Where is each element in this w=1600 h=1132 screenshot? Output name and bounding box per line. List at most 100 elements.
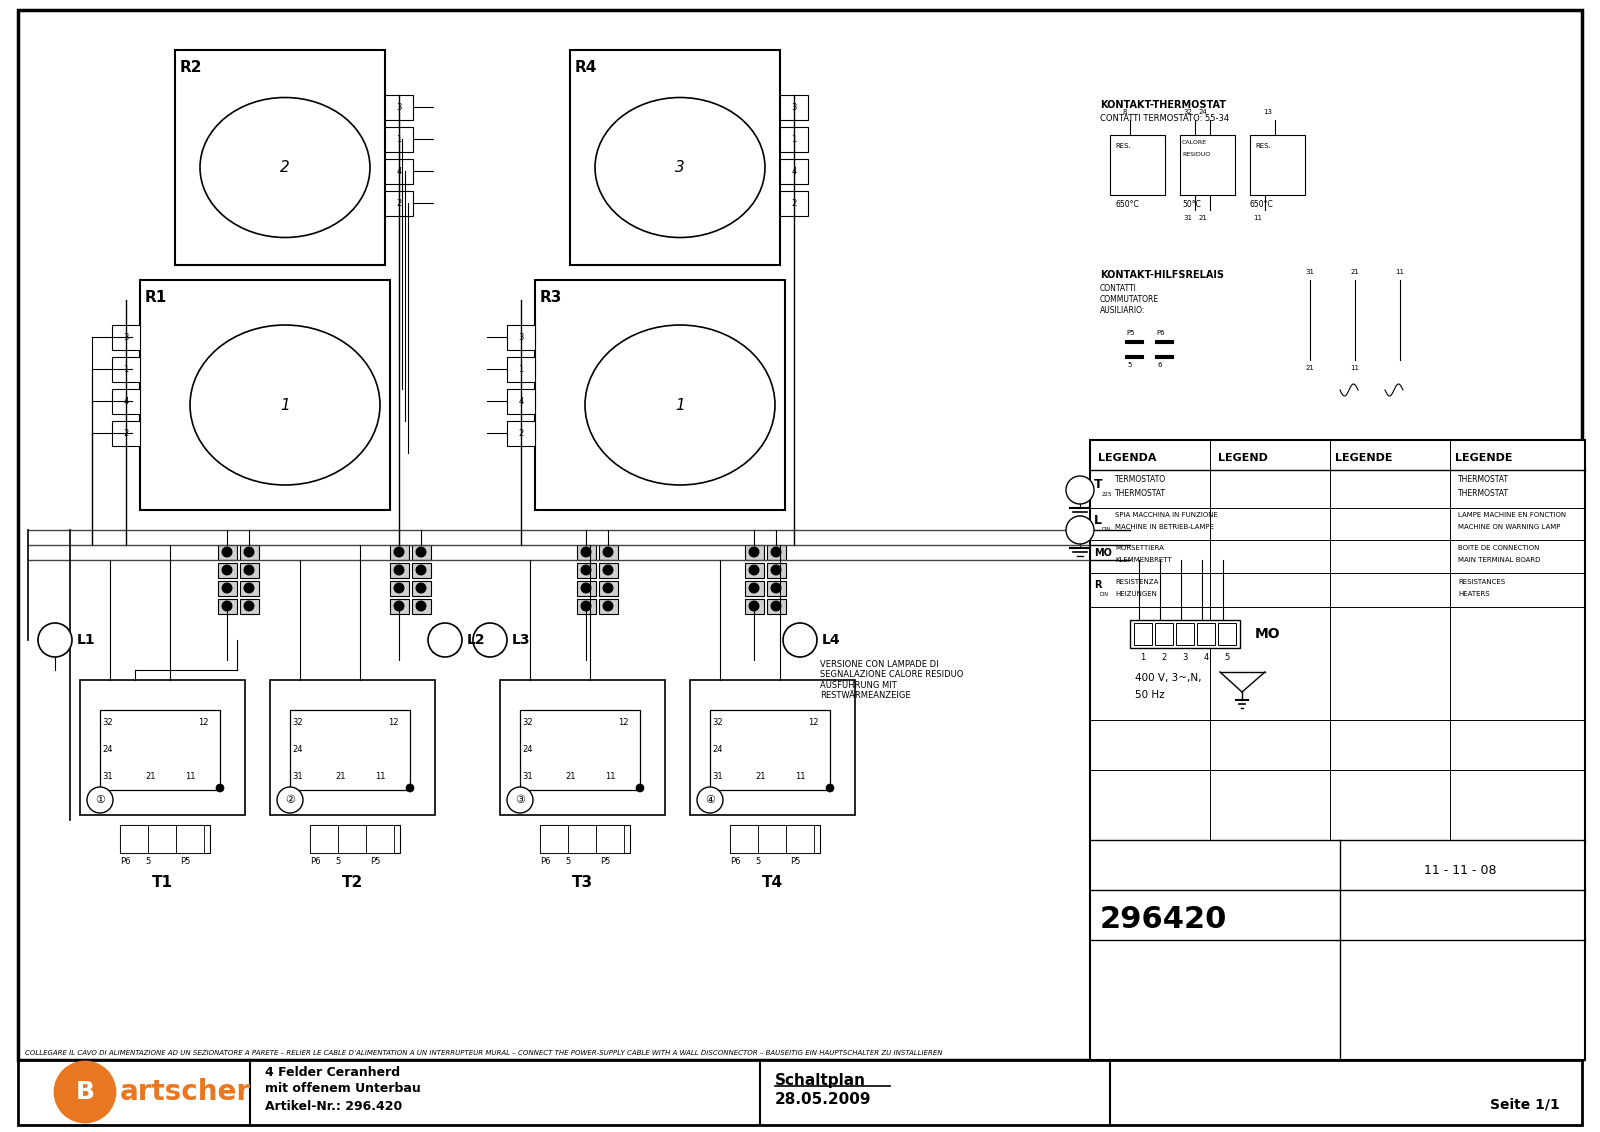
Circle shape: [416, 565, 426, 575]
Text: 21: 21: [146, 772, 155, 781]
Bar: [366, 825, 394, 854]
Circle shape: [416, 583, 426, 593]
Text: THERMOSTAT: THERMOSTAT: [1458, 475, 1509, 484]
Circle shape: [749, 601, 758, 611]
Bar: [386, 191, 413, 216]
Text: R2: R2: [179, 60, 203, 76]
Circle shape: [581, 547, 590, 557]
Bar: [120, 825, 210, 854]
Text: T2: T2: [341, 875, 363, 890]
Text: 1: 1: [675, 397, 685, 412]
Circle shape: [581, 565, 590, 575]
Bar: [1155, 623, 1173, 645]
Bar: [578, 544, 595, 560]
Circle shape: [216, 784, 224, 792]
Text: 31: 31: [712, 772, 723, 781]
Bar: [541, 825, 568, 854]
Text: CONTATTI: CONTATTI: [1101, 284, 1138, 293]
Circle shape: [394, 565, 403, 575]
Ellipse shape: [200, 97, 370, 238]
Text: P6: P6: [1155, 331, 1165, 336]
Bar: [290, 710, 410, 790]
Text: 21: 21: [1350, 269, 1360, 275]
Text: HEATERS: HEATERS: [1458, 591, 1490, 597]
Text: ③: ③: [515, 795, 525, 805]
Bar: [710, 710, 830, 790]
Text: KONTAKT-THERMOSTAT: KONTAKT-THERMOSTAT: [1101, 100, 1226, 110]
Circle shape: [581, 601, 590, 611]
Text: 11: 11: [1395, 269, 1405, 275]
Text: HEIZUNGEN: HEIZUNGEN: [1115, 591, 1157, 597]
Bar: [176, 825, 205, 854]
Bar: [310, 825, 400, 854]
Circle shape: [1066, 516, 1094, 544]
Bar: [218, 563, 237, 578]
Circle shape: [38, 623, 72, 657]
Text: 4: 4: [518, 396, 523, 405]
Bar: [786, 825, 814, 854]
Text: R: R: [1094, 580, 1101, 590]
Text: 1: 1: [280, 397, 290, 412]
Text: MO: MO: [1254, 627, 1280, 641]
Circle shape: [507, 787, 533, 813]
Bar: [80, 680, 245, 815]
Bar: [570, 50, 781, 265]
Text: 1: 1: [123, 365, 128, 374]
Bar: [141, 280, 390, 511]
Text: 6: 6: [1157, 362, 1162, 368]
Text: 32: 32: [712, 718, 723, 727]
Bar: [781, 95, 808, 120]
Bar: [690, 680, 854, 815]
Text: 21: 21: [755, 772, 765, 781]
Circle shape: [581, 583, 590, 593]
Text: SPIA MACCHINA IN FUNZIONE: SPIA MACCHINA IN FUNZIONE: [1115, 512, 1218, 518]
Bar: [386, 95, 413, 120]
Text: P6: P6: [310, 857, 320, 866]
Text: LEGENDE: LEGENDE: [1454, 453, 1512, 463]
Text: Artikel-Nr.: 296.420: Artikel-Nr.: 296.420: [266, 1099, 402, 1113]
Bar: [730, 825, 819, 854]
Bar: [520, 710, 640, 790]
Text: 2: 2: [123, 429, 128, 437]
Text: 2: 2: [792, 198, 797, 207]
Bar: [1090, 440, 1586, 1060]
Text: 31: 31: [1306, 269, 1315, 275]
Circle shape: [698, 787, 723, 813]
Text: Schaltplan: Schaltplan: [774, 1072, 866, 1088]
Text: RESISTENZA: RESISTENZA: [1115, 578, 1158, 585]
Text: 32: 32: [102, 718, 112, 727]
Text: P5: P5: [1126, 331, 1134, 336]
Bar: [1125, 355, 1142, 358]
Text: 5: 5: [1224, 653, 1230, 662]
Text: 1: 1: [1141, 653, 1146, 662]
Text: 31: 31: [291, 772, 302, 781]
Bar: [541, 825, 630, 854]
Circle shape: [603, 601, 613, 611]
Text: 5: 5: [1126, 362, 1131, 368]
Text: DIN: DIN: [1101, 528, 1110, 532]
Bar: [578, 563, 595, 578]
Text: LEGEND: LEGEND: [1218, 453, 1267, 463]
Bar: [1218, 623, 1235, 645]
Text: RESISTANCES: RESISTANCES: [1458, 578, 1506, 585]
Text: 3: 3: [1182, 653, 1187, 662]
Circle shape: [222, 601, 232, 611]
Text: P6: P6: [730, 857, 741, 866]
Text: 3: 3: [397, 103, 402, 111]
Bar: [390, 544, 410, 560]
Text: LEGENDE: LEGENDE: [1334, 453, 1392, 463]
Text: 32: 32: [1184, 109, 1192, 115]
Text: VERSIONE CON LAMPADE DI
SEGNALAZIONE CALORE RESIDUO
AUSFÜHRUNG MIT
RESTWÄRMEANZE: VERSIONE CON LAMPADE DI SEGNALAZIONE CAL…: [819, 660, 963, 701]
Bar: [390, 581, 410, 597]
Circle shape: [54, 1062, 115, 1122]
Circle shape: [394, 601, 403, 611]
Circle shape: [394, 583, 403, 593]
Text: COMMUTATORE: COMMUTATORE: [1101, 295, 1158, 305]
Text: T: T: [1094, 479, 1102, 491]
Bar: [1250, 135, 1306, 195]
Bar: [1176, 623, 1194, 645]
Text: LAMPE MACHINE EN FONCTION: LAMPE MACHINE EN FONCTION: [1458, 512, 1566, 518]
Text: B: B: [75, 1080, 94, 1104]
Bar: [18, 1060, 1582, 1125]
Text: R3: R3: [541, 291, 562, 306]
